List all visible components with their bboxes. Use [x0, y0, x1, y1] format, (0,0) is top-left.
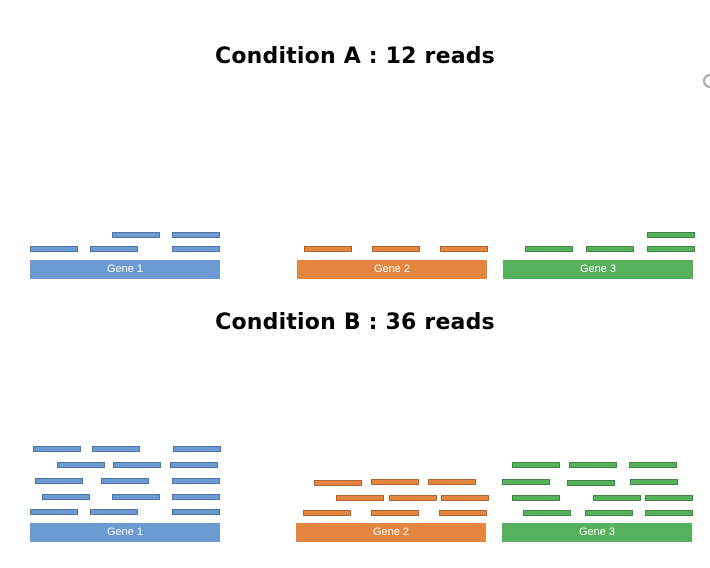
condition-b-panel: Condition B : 36 reads Gene 1 Gene 2 Gen…: [0, 290, 710, 568]
read: [645, 510, 693, 516]
read: [170, 462, 218, 468]
read: [440, 246, 488, 252]
read: [35, 478, 83, 484]
read: [172, 509, 220, 515]
read: [172, 232, 220, 238]
gene-2-bar: Gene 2: [296, 523, 486, 542]
read: [371, 510, 419, 516]
gene-1-bar: Gene 1: [30, 260, 220, 279]
read: [645, 495, 693, 501]
gene-2-bar: Gene 2: [297, 260, 487, 279]
read: [33, 446, 81, 452]
read: [30, 246, 78, 252]
read: [371, 479, 419, 485]
read: [42, 494, 90, 500]
read: [92, 446, 140, 452]
read: [502, 479, 550, 485]
read: [372, 246, 420, 252]
gene-3-bar: Gene 3: [502, 523, 692, 542]
read: [303, 510, 351, 516]
read: [30, 509, 78, 515]
read: [57, 462, 105, 468]
read: [630, 479, 678, 485]
read: [304, 246, 352, 252]
read: [112, 494, 160, 500]
read: [647, 246, 695, 252]
read: [593, 495, 641, 501]
gene-3-bar: Gene 3: [503, 260, 693, 279]
read: [172, 478, 220, 484]
read: [586, 246, 634, 252]
read: [569, 462, 617, 468]
read: [585, 510, 633, 516]
read: [336, 495, 384, 501]
read: [389, 495, 437, 501]
read: [629, 462, 677, 468]
read: [101, 478, 149, 484]
read: [647, 232, 695, 238]
read: [112, 232, 160, 238]
read: [173, 446, 221, 452]
read: [512, 462, 560, 468]
read: [314, 480, 362, 486]
gene-1-bar: Gene 1: [30, 523, 220, 542]
read: [90, 509, 138, 515]
read: [439, 510, 487, 516]
read: [172, 246, 220, 252]
read: [172, 494, 220, 500]
condition-a-title: Condition A : 12 reads: [215, 44, 495, 69]
read: [441, 495, 489, 501]
read: [523, 510, 571, 516]
read: [428, 479, 476, 485]
partial-circle-icon: [703, 74, 710, 88]
read: [512, 495, 560, 501]
condition-b-title: Condition B : 36 reads: [215, 310, 495, 335]
read: [113, 462, 161, 468]
read: [90, 246, 138, 252]
read: [567, 480, 615, 486]
read: [525, 246, 573, 252]
condition-a-panel: Condition A : 12 reads Gene 1 Gene 2 Gen…: [30, 44, 710, 279]
